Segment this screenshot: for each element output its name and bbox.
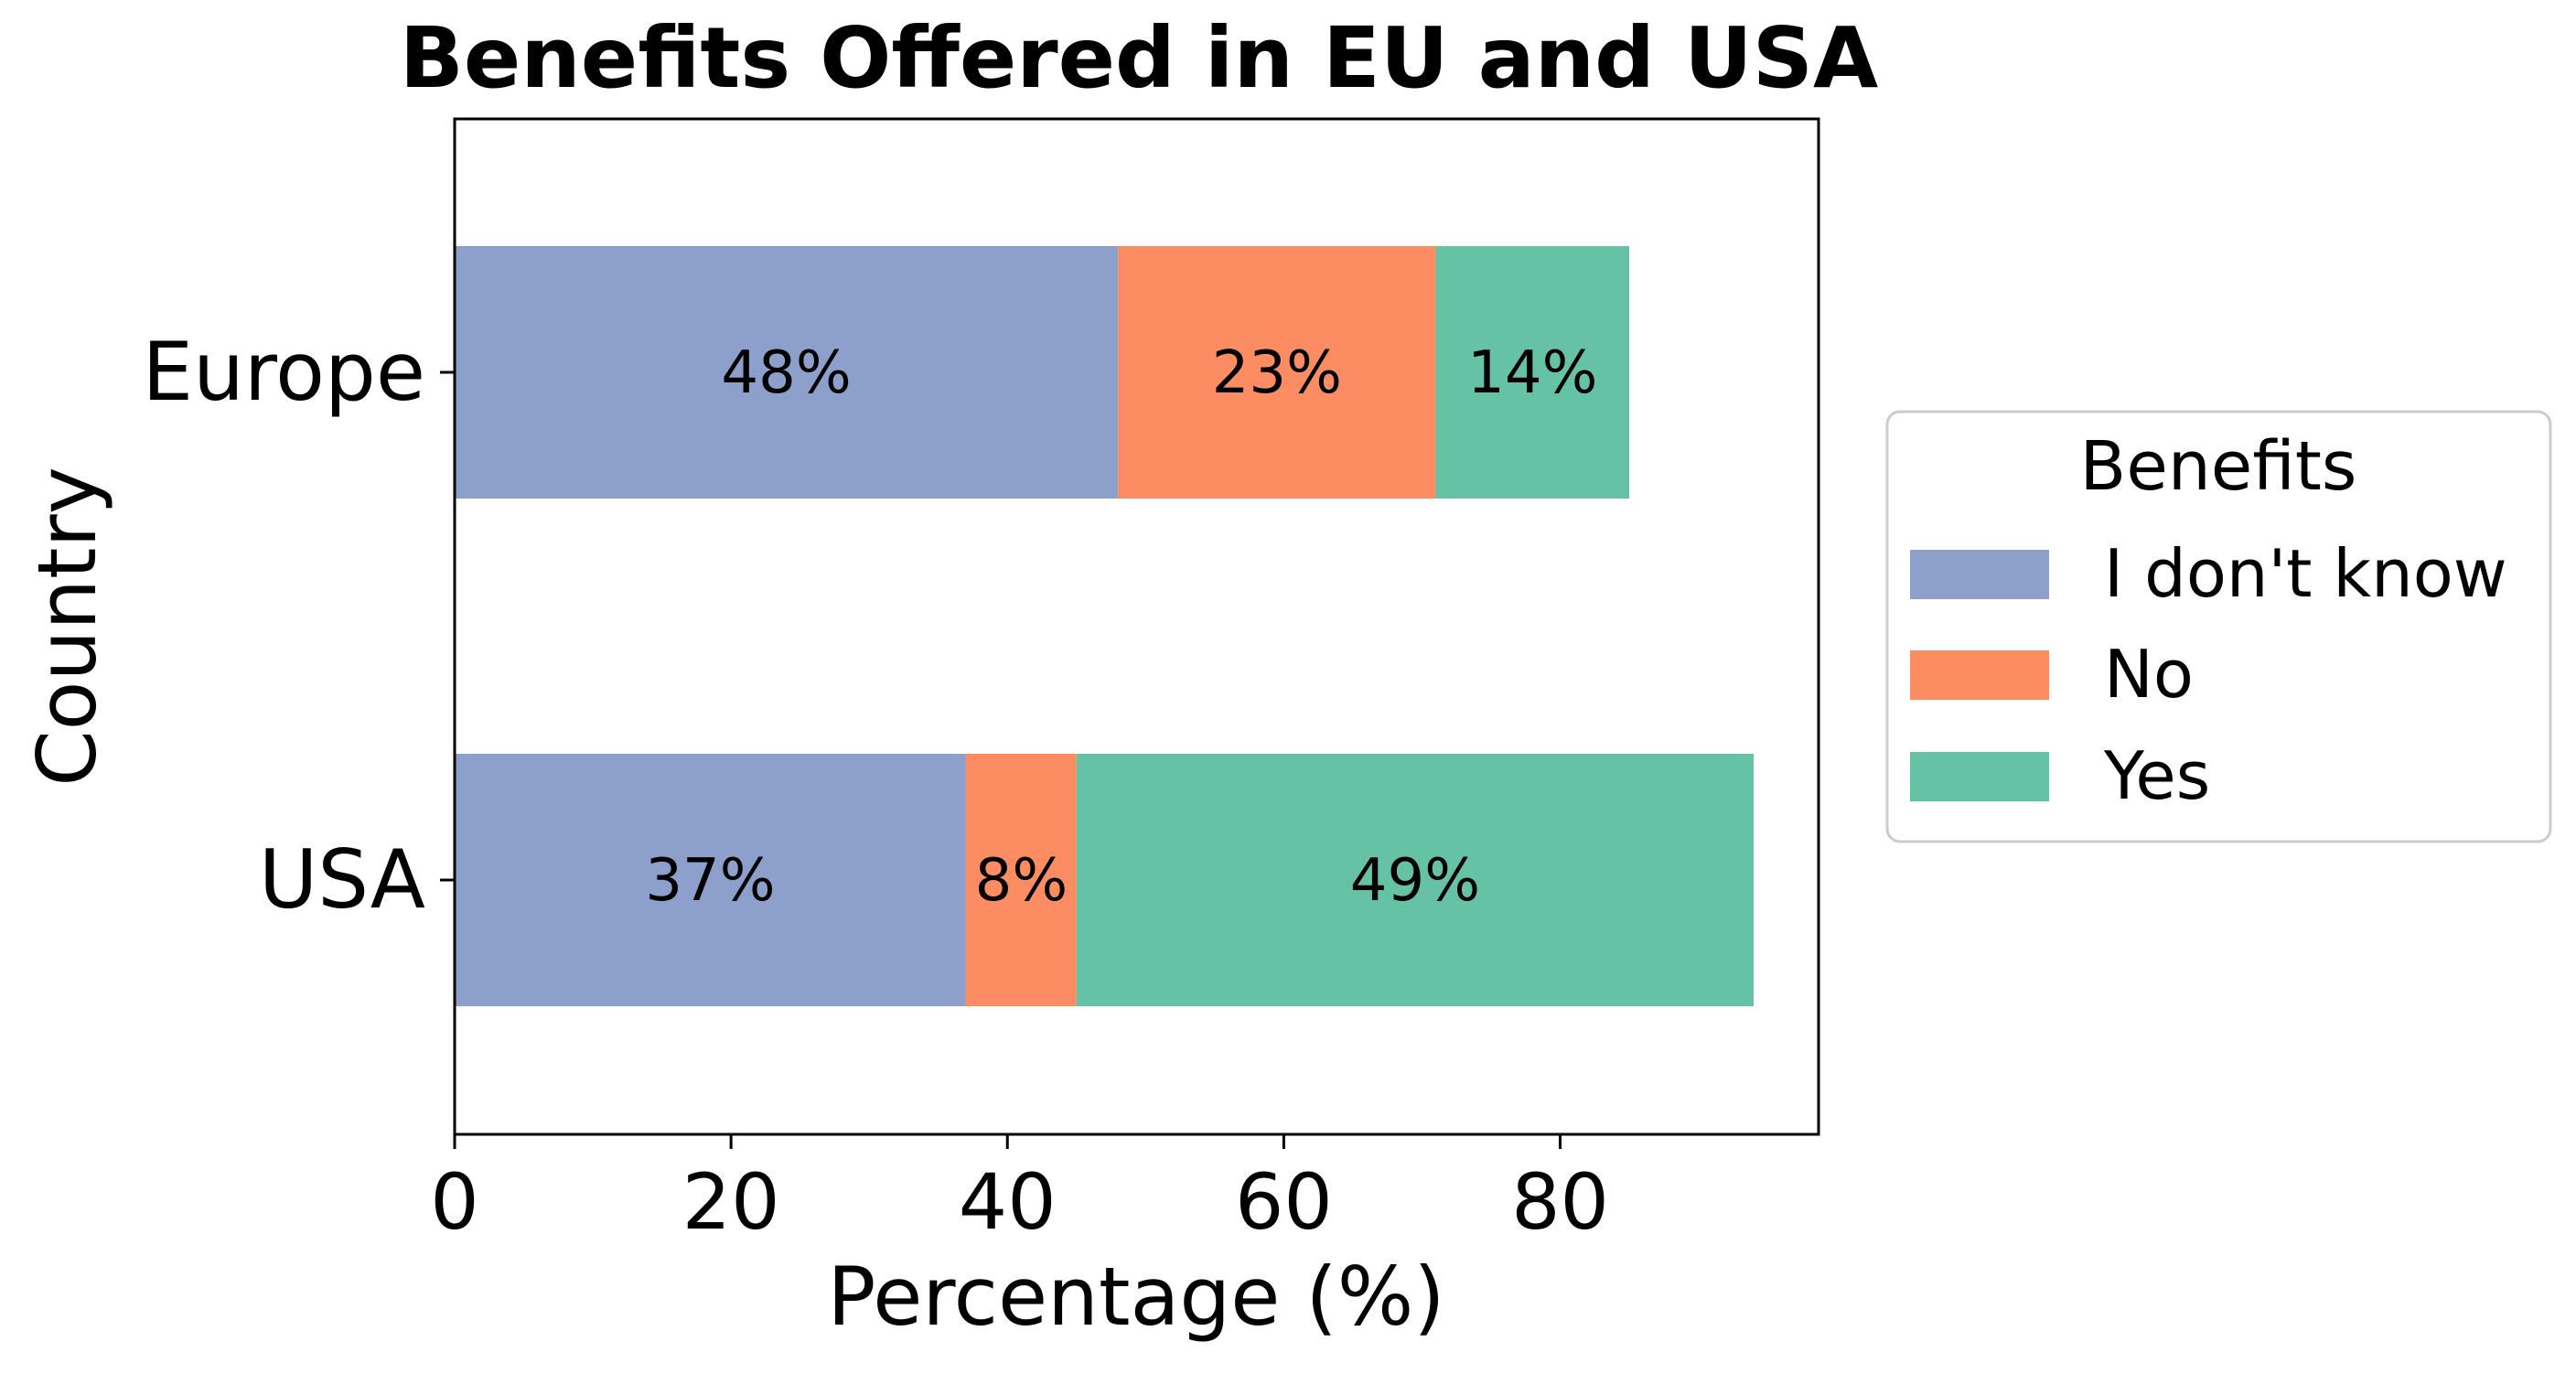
x-tick-label: 20 xyxy=(682,1157,780,1247)
bar-labels-layer: 48% 23% 14% 37% 8% 49% xyxy=(645,339,1597,915)
bar-value-label: 49% xyxy=(1350,847,1480,915)
bars-layer xyxy=(455,246,1754,1006)
legend-box xyxy=(1885,410,2552,843)
bar-europe-1 xyxy=(1118,246,1436,499)
legend-label: I don't know xyxy=(2104,535,2507,612)
plot-frame xyxy=(453,117,1820,1136)
bar-value-label: 48% xyxy=(721,339,851,407)
legend-label: Yes xyxy=(2103,737,2210,814)
legend-swatch xyxy=(1910,550,2049,599)
legend: Benefits I don't know No Yes xyxy=(1885,410,2552,843)
bar-usa-0 xyxy=(455,754,966,1006)
x-axis-label: Percentage (%) xyxy=(827,1250,1444,1344)
legend-title: Benefits xyxy=(2080,427,2357,506)
legend-label: No xyxy=(2104,636,2194,713)
x-tick-label: 60 xyxy=(1235,1157,1333,1247)
bar-value-label: 8% xyxy=(975,847,1068,915)
bar-value-label: 14% xyxy=(1467,339,1597,407)
legend-swatch xyxy=(1910,650,2049,700)
x-tick-label: 0 xyxy=(430,1157,478,1247)
x-tick-label: 80 xyxy=(1511,1157,1609,1247)
y-tick-label: Europe xyxy=(143,325,425,419)
bar-europe-0 xyxy=(455,246,1119,499)
bar-value-label: 37% xyxy=(645,847,775,915)
legend-swatch xyxy=(1910,752,2049,801)
bar-value-label: 23% xyxy=(1212,339,1342,407)
bar-usa-1 xyxy=(965,754,1077,1006)
bar-usa-2 xyxy=(1076,754,1754,1006)
chart-title: Benefits Offered in EU and USA xyxy=(400,9,1878,107)
bar-europe-2 xyxy=(1435,246,1630,499)
legend-items: I don't know No Yes xyxy=(1910,535,2507,814)
x-axis: 0 20 40 60 80 xyxy=(430,1134,1609,1247)
y-axis-label: Country xyxy=(20,467,114,787)
y-axis: Europe USA xyxy=(143,325,455,927)
x-tick-label: 40 xyxy=(959,1157,1057,1247)
y-tick-label: USA xyxy=(259,832,425,927)
